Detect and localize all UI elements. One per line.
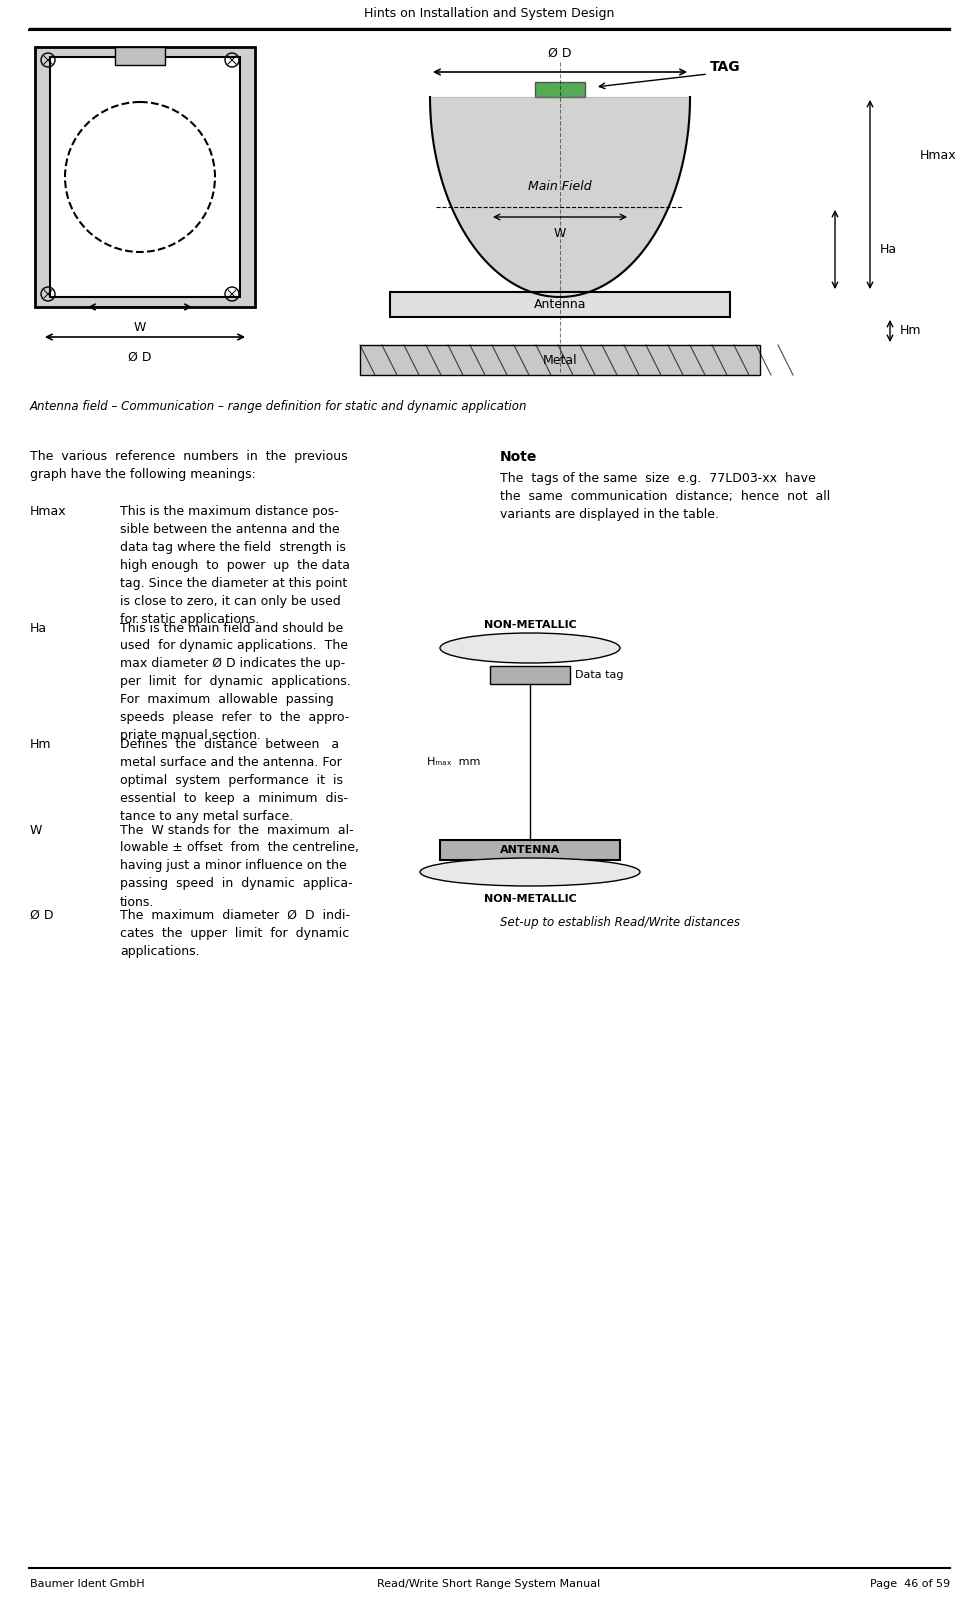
Text: W: W bbox=[554, 227, 565, 240]
Bar bbox=[389, 292, 730, 316]
Text: Antenna: Antenna bbox=[533, 297, 586, 310]
Text: Hmax: Hmax bbox=[30, 505, 67, 518]
Text: ANTENNA: ANTENNA bbox=[500, 845, 559, 855]
Text: Ø D: Ø D bbox=[128, 352, 152, 364]
Text: Ø D: Ø D bbox=[548, 46, 571, 61]
Text: This is the maximum distance pos-
sible between the antenna and the
data tag whe: This is the maximum distance pos- sible … bbox=[120, 505, 350, 626]
Bar bbox=[35, 46, 254, 307]
Text: Defines  the  distance  between   a
metal surface and the antenna. For
optimal  : Defines the distance between a metal sur… bbox=[120, 738, 347, 823]
Ellipse shape bbox=[439, 633, 619, 663]
Text: W: W bbox=[134, 321, 146, 334]
Bar bbox=[114, 46, 165, 66]
Text: Hmax: Hmax bbox=[919, 149, 956, 161]
Text: Page  46 of 59: Page 46 of 59 bbox=[869, 1579, 949, 1588]
Text: Hm: Hm bbox=[899, 324, 920, 337]
Bar bbox=[534, 81, 585, 97]
Text: Hm: Hm bbox=[30, 738, 52, 751]
Text: Note: Note bbox=[500, 451, 537, 463]
Text: TAG: TAG bbox=[709, 61, 740, 74]
Text: Data tag: Data tag bbox=[574, 670, 623, 681]
Bar bbox=[360, 345, 759, 376]
Text: Ha: Ha bbox=[879, 243, 896, 256]
Text: The  various  reference  numbers  in  the  previous
graph have the following mea: The various reference numbers in the pre… bbox=[30, 451, 347, 481]
Text: The  W stands for  the  maximum  al-
lowable ± offset  from  the centreline,
hav: The W stands for the maximum al- lowable… bbox=[120, 823, 359, 909]
Text: Hₘₐₓ  mm: Hₘₐₓ mm bbox=[426, 757, 479, 767]
Bar bbox=[50, 58, 240, 297]
Text: Baumer Ident GmbH: Baumer Ident GmbH bbox=[30, 1579, 145, 1588]
Text: Metal: Metal bbox=[542, 353, 577, 366]
Text: Antenna field – Communication – range definition for static and dynamic applicat: Antenna field – Communication – range de… bbox=[30, 400, 527, 412]
Text: Main Field: Main Field bbox=[528, 181, 592, 193]
Text: Hints on Installation and System Design: Hints on Installation and System Design bbox=[364, 8, 613, 21]
Ellipse shape bbox=[420, 858, 640, 885]
Text: This is the main field and should be
used  for dynamic applications.  The
max di: This is the main field and should be use… bbox=[120, 622, 350, 743]
Text: Ha: Ha bbox=[30, 622, 47, 634]
Text: NON-METALLIC: NON-METALLIC bbox=[483, 620, 576, 630]
Text: Ø D: Ø D bbox=[30, 909, 54, 922]
Text: Set-up to establish Read/Write distances: Set-up to establish Read/Write distances bbox=[500, 916, 739, 928]
Bar bbox=[490, 666, 569, 684]
Text: The  tags of the same  size  e.g.  77LD03-xx  have
the  same  communication  dis: The tags of the same size e.g. 77LD03-xx… bbox=[500, 471, 829, 521]
Text: Read/Write Short Range System Manual: Read/Write Short Range System Manual bbox=[377, 1579, 600, 1588]
Text: W: W bbox=[30, 823, 42, 836]
Text: The  maximum  diameter  Ø  D  indi-
cates  the  upper  limit  for  dynamic
appli: The maximum diameter Ø D indi- cates the… bbox=[120, 909, 350, 957]
Text: NON-METALLIC: NON-METALLIC bbox=[483, 893, 576, 904]
Bar bbox=[439, 841, 619, 860]
